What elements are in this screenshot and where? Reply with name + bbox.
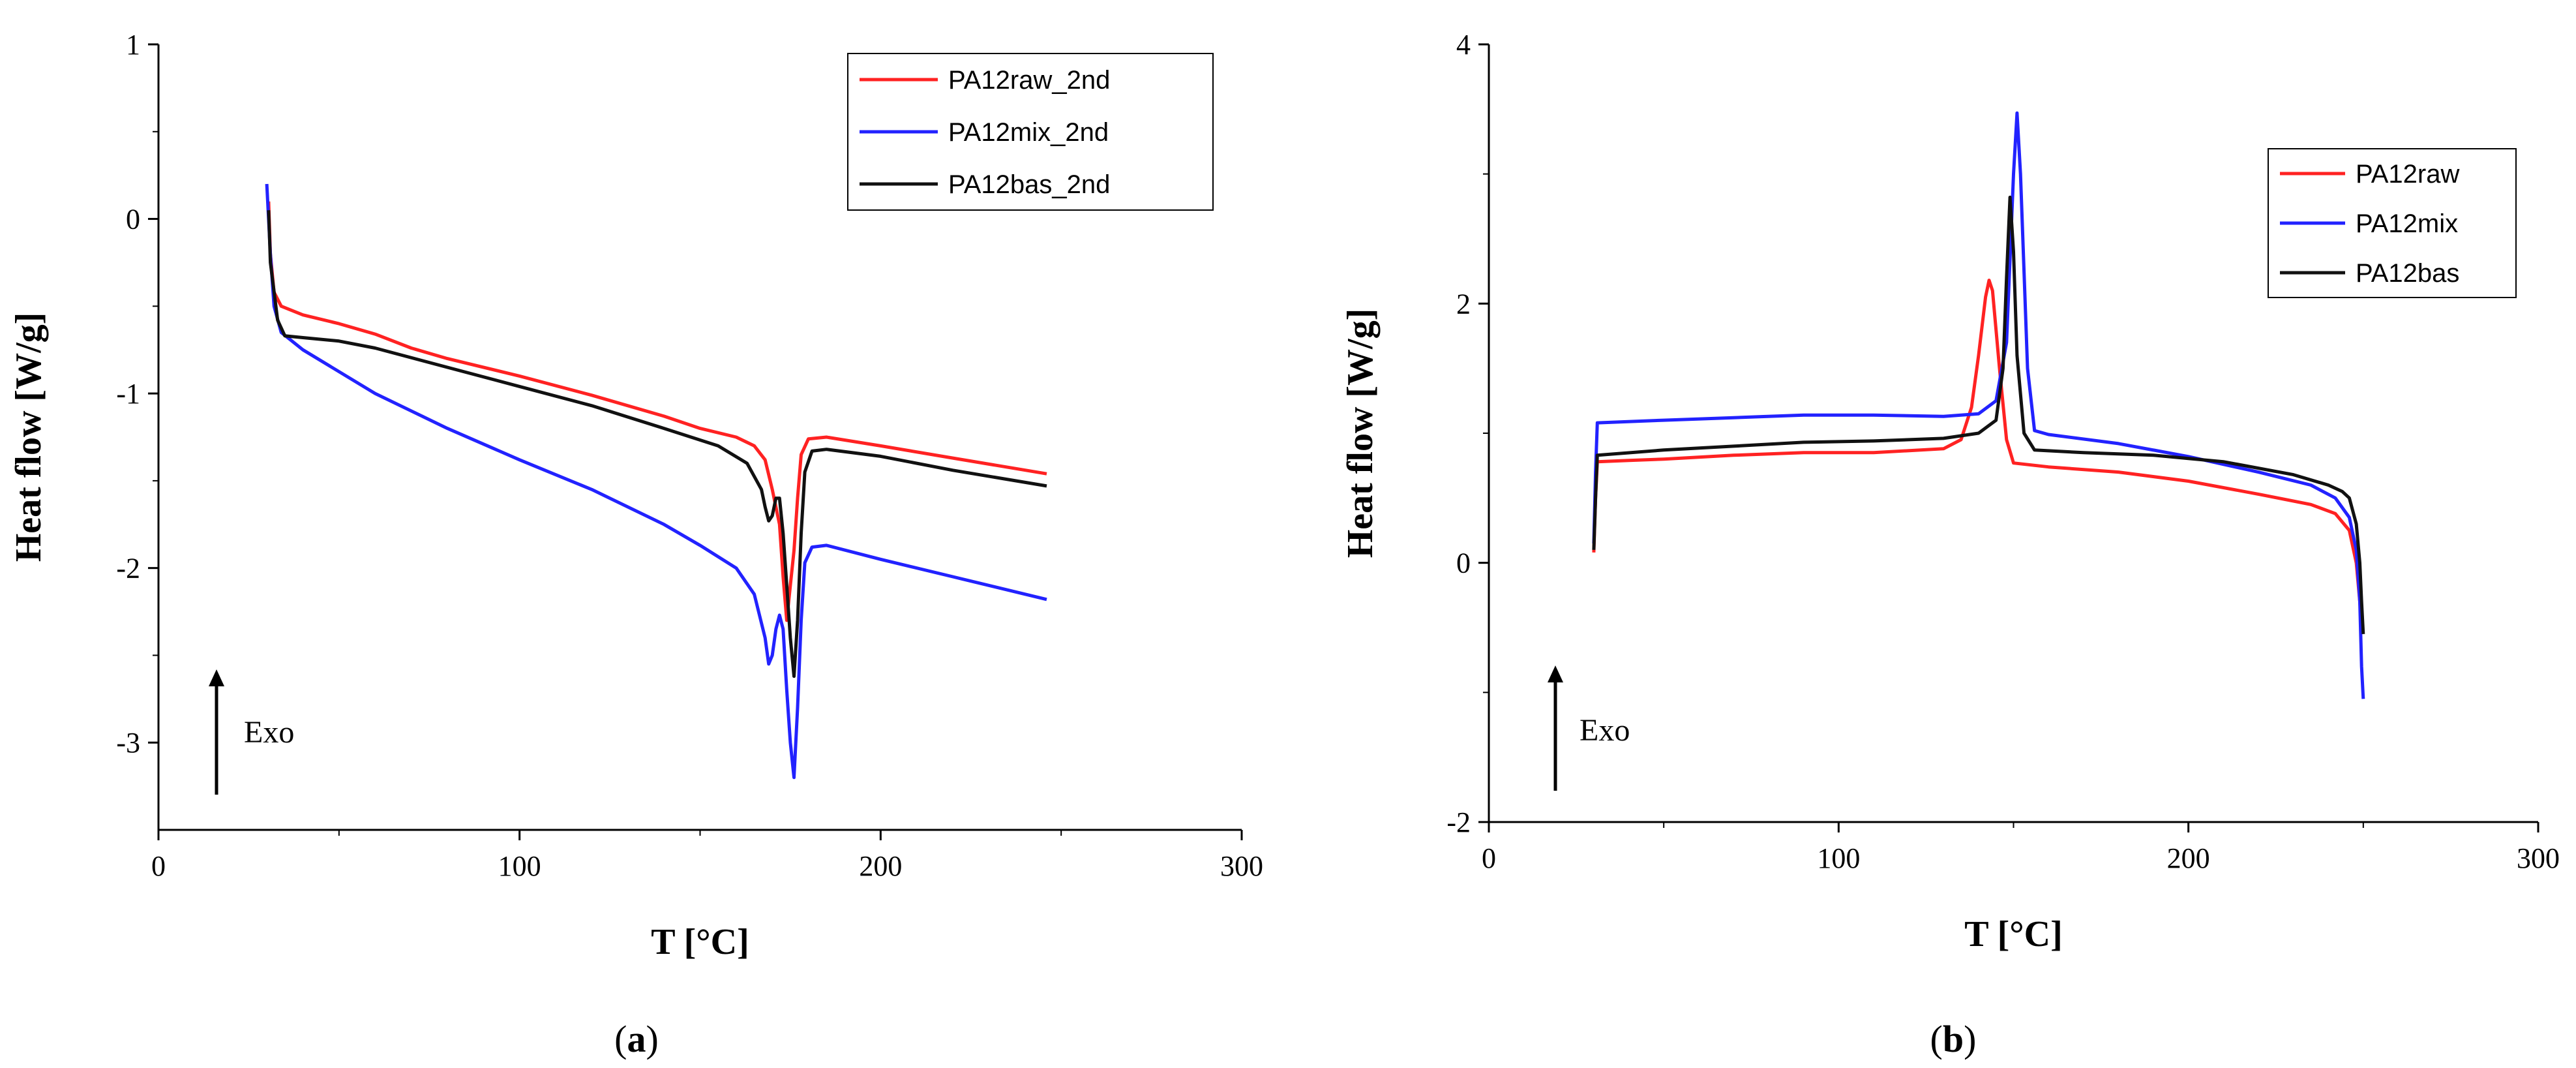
exo-arrow-icon bbox=[1548, 665, 1563, 682]
y-tick-label: -2 bbox=[1446, 806, 1471, 838]
y-axis-title: Heat flow [W/g] bbox=[8, 313, 49, 562]
y-tick-label: -2 bbox=[116, 553, 140, 585]
legend-label: PA12mix_2nd bbox=[948, 118, 1109, 147]
legend-label: PA12raw bbox=[2356, 160, 2459, 189]
series-line-PA12mix bbox=[1592, 111, 2365, 699]
panel-label-b: (b) bbox=[1930, 1018, 1977, 1060]
x-tick-label: 200 bbox=[2167, 842, 2210, 874]
x-tick-label: 100 bbox=[1817, 842, 1860, 874]
y-tick-label: 0 bbox=[1456, 547, 1471, 579]
x-axis-title: T [°C] bbox=[1964, 914, 2062, 954]
y-tick-label: 2 bbox=[1456, 288, 1471, 320]
x-tick-label: 0 bbox=[1482, 842, 1496, 874]
x-tick-label: 0 bbox=[151, 850, 166, 882]
y-tick-label: 0 bbox=[126, 204, 140, 236]
x-tick-label: 200 bbox=[859, 850, 902, 882]
exo-annotation: Exo bbox=[1580, 713, 1630, 748]
series-line-PA12raw bbox=[1592, 279, 2363, 628]
exo-annotation: Exo bbox=[244, 715, 294, 750]
panel-label-a: (a) bbox=[614, 1018, 659, 1060]
series-line-PA12mix_2nd bbox=[265, 183, 1047, 780]
x-tick-label: 300 bbox=[1220, 850, 1263, 882]
series-line-PA12raw_2nd bbox=[267, 201, 1047, 622]
legend-label: PA12bas bbox=[2356, 259, 2459, 288]
y-tick-label: -3 bbox=[116, 727, 140, 759]
y-tick-label: 1 bbox=[126, 29, 140, 61]
y-axis-title: Heat flow [W/g] bbox=[1340, 309, 1381, 558]
y-tick-label: 4 bbox=[1456, 29, 1471, 61]
y-tick-label: -1 bbox=[116, 378, 140, 410]
legend-label: PA12mix bbox=[2356, 209, 2458, 238]
series-line-PA12bas bbox=[1592, 195, 2365, 635]
legend-label: PA12bas_2nd bbox=[948, 170, 1110, 199]
x-tick-label: 300 bbox=[2517, 842, 2560, 874]
chart-panel-b: 0 100 200 300 -2 0 2 4 T [°C] Heat flow [W/g] PA12… bbox=[1340, 29, 2560, 954]
series-line-PA12bas_2nd bbox=[267, 210, 1047, 679]
exo-arrow-icon bbox=[209, 669, 224, 686]
chart-panel-a: 0 100 200 300 -3 -2 -1 0 1 T [°C] Heat flow [W/g] P… bbox=[8, 29, 1263, 962]
x-axis-title: T [°C] bbox=[651, 922, 749, 962]
legend-label: PA12raw_2nd bbox=[948, 66, 1110, 95]
x-tick-label: 100 bbox=[498, 850, 541, 882]
